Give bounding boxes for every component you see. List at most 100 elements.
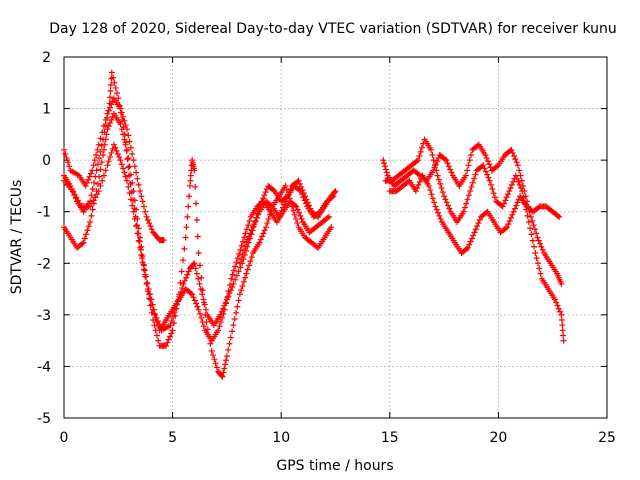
data-point	[126, 190, 133, 197]
data-point	[447, 166, 454, 173]
data-point	[560, 332, 567, 339]
data-point	[511, 205, 518, 212]
data-point	[443, 157, 450, 164]
data-point	[93, 167, 100, 174]
data-point	[130, 157, 137, 164]
data-point	[283, 195, 290, 202]
data-point	[200, 299, 207, 306]
data-point	[212, 360, 219, 367]
data-point	[220, 310, 227, 317]
data-point	[105, 123, 112, 130]
data-point	[139, 259, 146, 266]
x-tick-label: 10	[272, 430, 290, 446]
data-point	[135, 237, 142, 244]
data-point	[519, 188, 526, 195]
data-point	[504, 224, 511, 231]
data-point	[106, 100, 113, 107]
data-point	[416, 153, 423, 160]
data-point	[64, 159, 71, 166]
data-point	[292, 202, 299, 209]
data-point	[107, 81, 114, 88]
data-point	[554, 302, 561, 309]
data-point	[98, 142, 105, 149]
data-point	[428, 146, 435, 153]
data-point	[503, 194, 510, 201]
data-point	[484, 171, 491, 178]
data-point	[84, 179, 91, 186]
y-tick-label: 0	[42, 153, 51, 169]
data-point	[512, 172, 519, 179]
data-point	[190, 294, 197, 301]
data-point	[246, 262, 253, 269]
data-point	[151, 322, 158, 329]
data-point	[90, 197, 97, 204]
data-point	[226, 340, 233, 347]
data-point	[524, 212, 531, 219]
data-point	[532, 249, 539, 256]
data-point	[110, 74, 117, 81]
data-point	[515, 178, 522, 185]
data-point	[200, 323, 207, 330]
data-point	[460, 208, 467, 215]
data-point	[131, 163, 138, 170]
data-point	[238, 256, 245, 263]
data-point	[488, 181, 495, 188]
data-point	[144, 286, 151, 293]
data-point	[535, 204, 542, 211]
data-point	[198, 314, 205, 321]
data-point	[430, 157, 437, 164]
data-point	[137, 188, 144, 195]
data-point	[150, 306, 157, 313]
data-point	[230, 280, 237, 287]
data-point	[331, 189, 338, 196]
data-point	[441, 156, 448, 163]
data-point	[298, 183, 305, 190]
data-point	[137, 244, 144, 251]
data-point	[125, 183, 132, 190]
data-point	[506, 217, 513, 224]
data-point	[282, 182, 289, 189]
data-point	[468, 235, 475, 242]
data-point	[463, 245, 470, 252]
data-point	[142, 273, 149, 280]
data-point	[268, 202, 275, 209]
data-point	[100, 151, 107, 158]
data-point	[229, 328, 236, 335]
data-point	[253, 214, 260, 221]
data-point	[124, 156, 131, 163]
data-point	[489, 186, 496, 193]
data-point	[236, 260, 243, 267]
data-point	[233, 309, 240, 316]
data-point	[138, 252, 145, 259]
data-point	[79, 240, 86, 247]
data-point	[112, 84, 119, 91]
data-point	[516, 167, 523, 174]
data-point	[467, 238, 474, 245]
data-point	[247, 230, 254, 237]
data-point	[237, 246, 244, 253]
data-point	[187, 172, 194, 179]
data-point	[511, 153, 518, 160]
data-point	[125, 155, 132, 162]
data-point	[512, 156, 519, 163]
data-point	[133, 223, 140, 230]
data-point	[307, 205, 314, 212]
data-point	[481, 165, 488, 172]
data-point	[508, 146, 515, 153]
data-point	[143, 213, 150, 220]
data-point	[243, 239, 250, 246]
data-point	[223, 353, 230, 360]
data-point	[501, 200, 508, 207]
data-point	[499, 203, 506, 210]
data-point	[184, 271, 191, 278]
data-point	[551, 296, 558, 303]
data-point	[122, 173, 129, 180]
data-point	[303, 196, 310, 203]
data-point	[446, 205, 453, 212]
data-point	[111, 79, 118, 86]
data-point	[85, 223, 92, 230]
data-point	[86, 173, 93, 180]
data-point	[244, 236, 251, 243]
data-point	[557, 308, 564, 315]
